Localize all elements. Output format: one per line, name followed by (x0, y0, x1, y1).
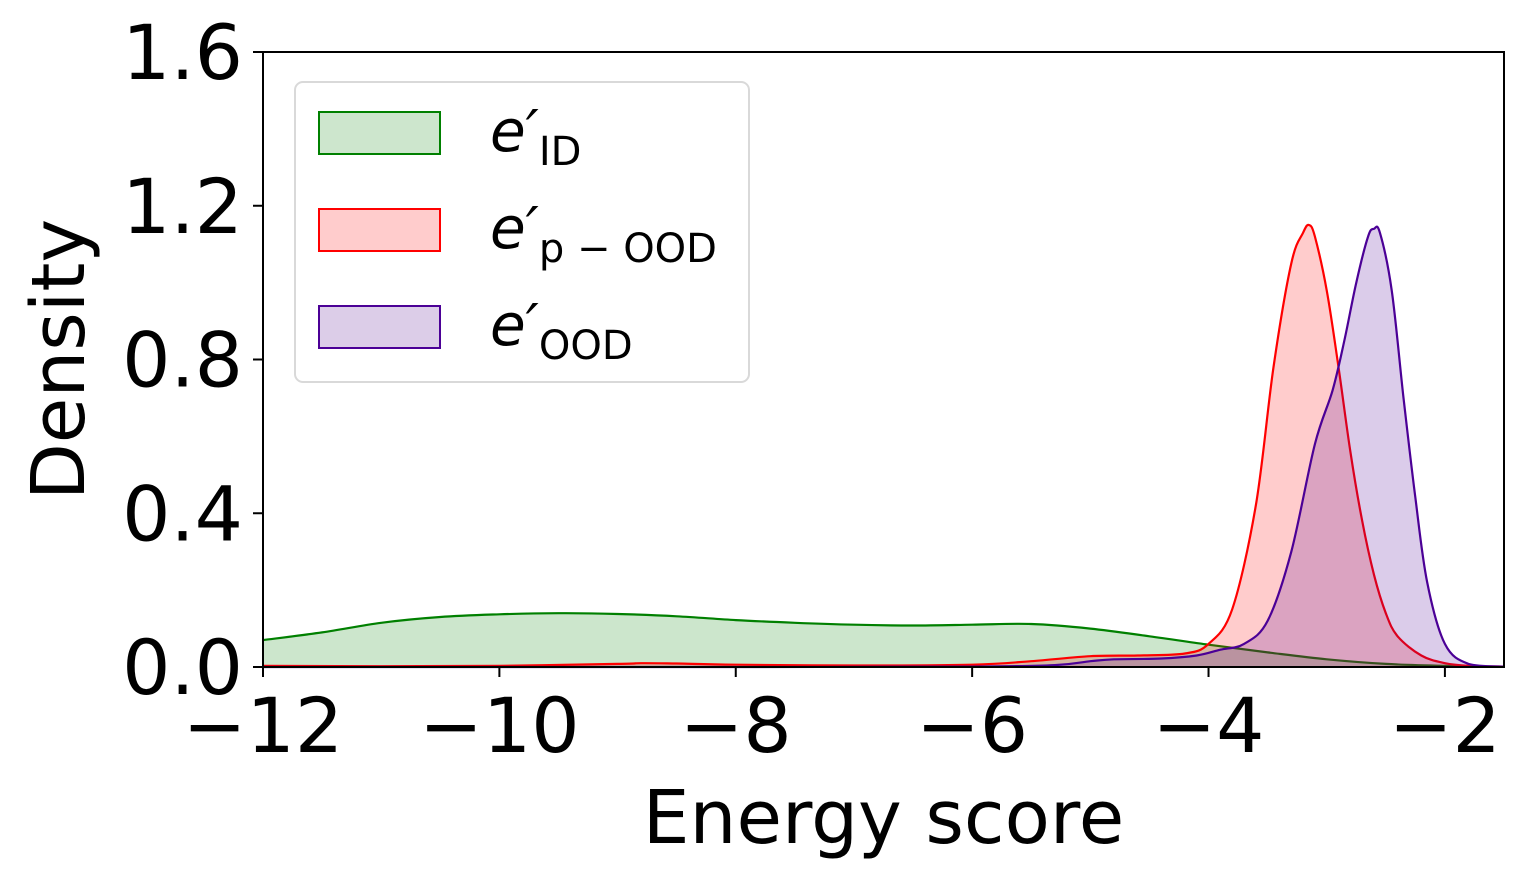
x-tick-label: −6 (916, 681, 1028, 770)
x-tick-label: −10 (419, 681, 579, 770)
y-tick-label: 1.2 (122, 162, 243, 251)
y-tick-label: 1.6 (122, 8, 243, 97)
y-axis-label: Density (16, 219, 102, 500)
series-line-0 (262, 612, 1505, 668)
legend-label-1: e′p − OOD (490, 194, 717, 272)
legend-swatch-2 (318, 305, 441, 349)
series-area-1 (263, 224, 1504, 668)
series-area-0 (263, 613, 1504, 667)
x-tick-label: −2 (1389, 681, 1501, 770)
legend-label-0: e′ID (490, 97, 581, 175)
x-axis-label: Energy score (643, 775, 1124, 861)
legend-label-2: e′OOD (490, 291, 633, 369)
x-axis: −12 −10 −8 −6 −4 −2 (183, 667, 1501, 770)
x-tick-label: −4 (1153, 681, 1265, 770)
series-area-2 (263, 226, 1504, 668)
y-tick-label: 0.0 (122, 623, 243, 712)
y-tick-label: 0.8 (122, 316, 243, 405)
x-tick-label: −12 (183, 681, 343, 770)
y-axis: 0.0 0.4 0.8 1.2 1.6 (122, 8, 263, 712)
legend: e′ID e′p − OOD e′OOD (294, 81, 750, 383)
x-tick-label: −8 (680, 681, 792, 770)
y-tick-label: 0.4 (122, 469, 243, 558)
legend-swatch-0 (318, 111, 441, 155)
legend-swatch-1 (318, 208, 441, 252)
series-line-1 (262, 223, 1505, 668)
